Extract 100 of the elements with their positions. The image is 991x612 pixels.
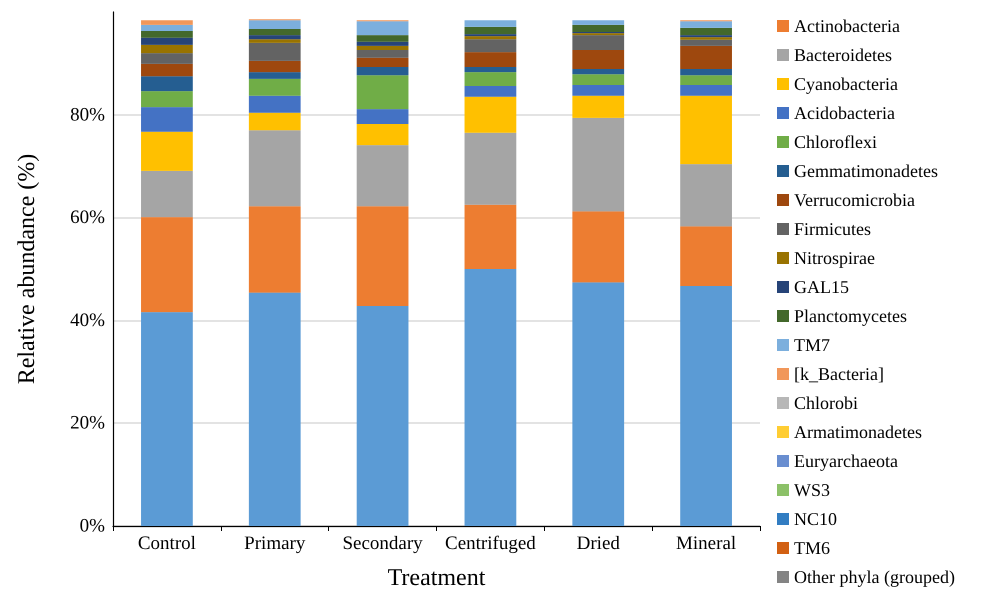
x-axis-title: Treatment [388, 565, 486, 591]
y-tick-label: 20% [70, 412, 106, 434]
bar [572, 35, 624, 50]
bar [248, 292, 301, 526]
legend-label: Verrucomicrobia [794, 190, 915, 210]
bar [464, 39, 516, 52]
x-tick-label: Centrifuged [445, 533, 536, 554]
legend-label: WS3 [794, 480, 830, 500]
bar [572, 24, 624, 32]
bar [248, 96, 301, 113]
legend-label: Gemmatimonadetes [794, 161, 938, 181]
bar [680, 46, 732, 70]
bar [141, 64, 193, 76]
bar [141, 24, 193, 32]
bar [464, 204, 516, 269]
bar [680, 226, 732, 286]
bar [464, 86, 516, 97]
bar [248, 39, 301, 43]
legend-label: Chloroflexi [794, 132, 877, 152]
bar [572, 96, 624, 118]
bar [572, 69, 624, 74]
bar [464, 52, 516, 67]
bar [464, 72, 516, 86]
legend-label: Planctomycetes [794, 306, 907, 326]
bar [356, 50, 408, 58]
bar [141, 38, 193, 45]
y-tick-label: 40% [70, 310, 106, 331]
bar [680, 40, 732, 46]
bar [680, 21, 732, 28]
legend-label: Cyanobacteria [794, 74, 898, 94]
bar [464, 36, 516, 40]
bar [356, 58, 408, 67]
bar [356, 206, 408, 306]
bar [141, 132, 193, 171]
bar [248, 72, 301, 79]
bar [572, 282, 624, 526]
bar [356, 46, 408, 50]
bar [141, 20, 193, 25]
legend-label: TM7 [794, 335, 830, 355]
x-tick-label: Secondary [342, 533, 424, 554]
bar [356, 109, 408, 124]
legend-label: Actinobacteria [794, 16, 900, 36]
y-axis-title: Relative abundance (%) [14, 154, 40, 384]
legend-label: Other phyla (grouped) [794, 567, 955, 587]
bar [248, 112, 301, 130]
bar [680, 84, 732, 96]
bar [248, 130, 301, 206]
y-tick-label: 0% [80, 516, 106, 536]
x-tick-label: Control [138, 533, 196, 554]
legend-label: Firmicutes [794, 219, 871, 239]
bar [141, 170, 193, 218]
bar [248, 42, 301, 61]
legend-label: Armatimonadetes [794, 422, 922, 442]
bar [464, 26, 516, 34]
x-tick-label: Primary [244, 533, 306, 554]
legend-label: NC10 [794, 509, 838, 529]
bar [356, 306, 408, 526]
bar [572, 118, 624, 212]
bar [141, 53, 193, 64]
bar [572, 84, 624, 96]
bar [248, 60, 301, 72]
x-tick-label: Dried [576, 533, 620, 554]
bar [248, 20, 301, 29]
bar [356, 124, 408, 146]
y-tick-label: 80% [70, 104, 106, 126]
bar [356, 145, 408, 206]
bar [356, 75, 408, 110]
bar [464, 20, 516, 27]
legend-label: Euryarchaeota [794, 451, 898, 471]
legend-label: [k_Bacteria] [794, 364, 884, 384]
bar [248, 28, 301, 36]
bar [680, 75, 732, 85]
x-tick-label: Mineral [676, 533, 736, 554]
bar [141, 312, 193, 526]
bar [356, 21, 408, 36]
bar [680, 164, 732, 226]
bar [680, 37, 732, 40]
bar [141, 107, 193, 132]
bar [464, 96, 516, 133]
bar [356, 42, 408, 46]
legend-label: GAL15 [794, 277, 849, 297]
bar [356, 35, 408, 42]
y-tick-label: 60% [70, 207, 106, 228]
bar [572, 211, 624, 282]
bar [248, 78, 301, 96]
legend-label: Chlorobi [794, 393, 858, 413]
bar [141, 217, 193, 312]
bar [680, 286, 732, 526]
bar [141, 31, 193, 38]
legend-label: Bacteroidetes [794, 45, 892, 65]
bar [572, 74, 624, 85]
bar [141, 44, 193, 54]
bar [141, 91, 193, 108]
bar [356, 67, 408, 76]
bar [248, 35, 301, 40]
bar [464, 269, 516, 526]
bar [680, 96, 732, 164]
bar [464, 67, 516, 72]
bar [572, 50, 624, 70]
legend-label: Nitrospirae [794, 248, 875, 268]
